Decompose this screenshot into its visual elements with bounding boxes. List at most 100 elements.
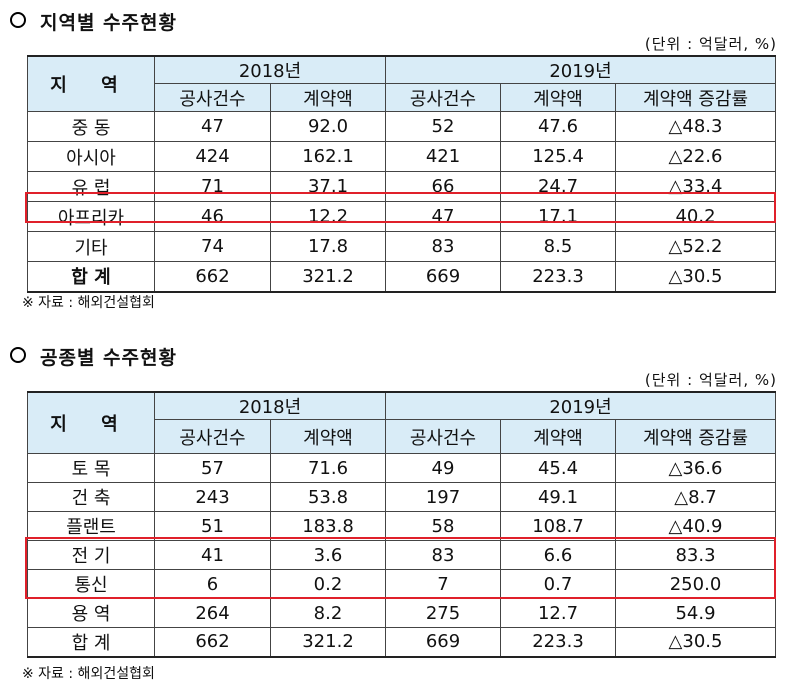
cell: 71.6 (270, 453, 386, 483)
year-2018-header: 2018년 (154, 391, 386, 420)
section1-unit: (단위 : 억달러, %) (644, 35, 777, 53)
row-label: 토 목 (27, 453, 155, 483)
cell: 57 (154, 453, 271, 483)
row-label: 용 역 (27, 598, 155, 628)
cell: 17.1 (500, 201, 616, 232)
total-row: 합 계 662 321.2 669 223.3 △30.5 (27, 627, 776, 658)
cell: 92.0 (270, 111, 386, 142)
row-label: 플랜트 (27, 511, 155, 541)
table-row: 유 럽 71 37.1 66 24.7 △33.4 (27, 171, 776, 202)
cell: △36.6 (615, 453, 776, 483)
row-label: 합 계 (27, 261, 155, 293)
cell: 250.0 (615, 569, 776, 599)
cell: 662 (154, 261, 271, 293)
cell: △33.4 (615, 171, 776, 202)
cell: 37.1 (270, 171, 386, 202)
cell: 71 (154, 171, 271, 202)
cell: 162.1 (270, 141, 386, 172)
table-row: 용 역 264 8.2 275 12.7 54.9 (27, 598, 776, 628)
work-type-orders-table: 지 역 2018년 2019년 공사건수 계약액 공사건수 계약액 계약액 증감… (27, 391, 776, 658)
section1-title-text: 지역별 수주현황 (40, 12, 177, 34)
cell: △22.6 (615, 141, 776, 172)
cell: 58 (385, 511, 501, 541)
cell: 108.7 (500, 511, 616, 541)
year-2019-header: 2019년 (385, 391, 776, 420)
row-label: 기타 (27, 231, 155, 262)
cell: △30.5 (615, 627, 776, 658)
cell: 40.2 (615, 201, 776, 232)
cell: 83 (385, 231, 501, 262)
table-row: 아시아 424 162.1 421 125.4 △22.6 (27, 141, 776, 172)
year-2019-header: 2019년 (385, 55, 776, 84)
cell: 17.8 (270, 231, 386, 262)
row-label: 건 축 (27, 482, 155, 512)
cell: 223.3 (500, 261, 616, 293)
row-label: 통신 (27, 569, 155, 599)
cell: 83.3 (615, 540, 776, 570)
col-header: 계약액 증감률 (615, 419, 776, 454)
cell: 6 (154, 569, 271, 599)
col-header: 계약액 (500, 83, 616, 112)
circle-bullet-icon (10, 347, 26, 363)
table-row: 중 동 47 92.0 52 47.6 △48.3 (27, 111, 776, 142)
cell: 66 (385, 171, 501, 202)
cell: 223.3 (500, 627, 616, 658)
table-row: 플랜트 51 183.8 58 108.7 △40.9 (27, 511, 776, 541)
col-header: 공사건수 (154, 83, 271, 112)
cell: 421 (385, 141, 501, 172)
cell: △30.5 (615, 261, 776, 293)
cell: 51 (154, 511, 271, 541)
cell: 8.2 (270, 598, 386, 628)
cell: 12.7 (500, 598, 616, 628)
col-header: 계약액 증감률 (615, 83, 776, 112)
region-header: 지 역 (27, 55, 155, 112)
table-row: 아프리카 46 12.2 47 17.1 40.2 (27, 201, 776, 232)
cell: 6.6 (500, 540, 616, 570)
cell: 45.4 (500, 453, 616, 483)
row-label: 전 기 (27, 540, 155, 570)
cell: △48.3 (615, 111, 776, 142)
section2-title: 공종별 수주현황 (10, 343, 177, 370)
cell: 3.6 (270, 540, 386, 570)
cell: 669 (385, 627, 501, 658)
table-row: 기타 74 17.8 83 8.5 △52.2 (27, 231, 776, 262)
cell: 41 (154, 540, 271, 570)
col-header: 공사건수 (385, 419, 501, 454)
row-label: 아시아 (27, 141, 155, 172)
cell: 669 (385, 261, 501, 293)
col-header: 공사건수 (385, 83, 501, 112)
cell: 47.6 (500, 111, 616, 142)
section1-source: ※ 자료 : 해외건설협회 (22, 295, 155, 311)
cell: 264 (154, 598, 271, 628)
cell: 183.8 (270, 511, 386, 541)
table-row: 건 축 243 53.8 197 49.1 △8.7 (27, 482, 776, 512)
row-label: 유 럽 (27, 171, 155, 202)
cell: 47 (154, 111, 271, 142)
cell: 243 (154, 482, 271, 512)
region-orders-table: 지 역 2018년 2019년 공사건수 계약액 공사건수 계약액 계약액 증감… (27, 55, 776, 293)
section2-source: ※ 자료 : 해외건설협회 (22, 666, 155, 682)
cell: 74 (154, 231, 271, 262)
cell: 0.2 (270, 569, 386, 599)
cell: 47 (385, 201, 501, 232)
table-row: 전 기 41 3.6 83 6.6 83.3 (27, 540, 776, 570)
cell: 53.8 (270, 482, 386, 512)
cell: 12.2 (270, 201, 386, 232)
col-header: 계약액 (270, 83, 386, 112)
region-header: 지 역 (27, 391, 155, 454)
col-header: 공사건수 (154, 419, 271, 454)
year-2018-header: 2018년 (154, 55, 386, 84)
cell: 49 (385, 453, 501, 483)
cell: 424 (154, 141, 271, 172)
cell: 321.2 (270, 261, 386, 293)
cell: 83 (385, 540, 501, 570)
row-label: 중 동 (27, 111, 155, 142)
cell: 7 (385, 569, 501, 599)
cell: 24.7 (500, 171, 616, 202)
section1-title: 지역별 수주현황 (10, 8, 177, 35)
cell: 197 (385, 482, 501, 512)
cell: 54.9 (615, 598, 776, 628)
table-row: 통신 6 0.2 7 0.7 250.0 (27, 569, 776, 599)
col-header: 계약액 (270, 419, 386, 454)
row-label: 아프리카 (27, 201, 155, 232)
